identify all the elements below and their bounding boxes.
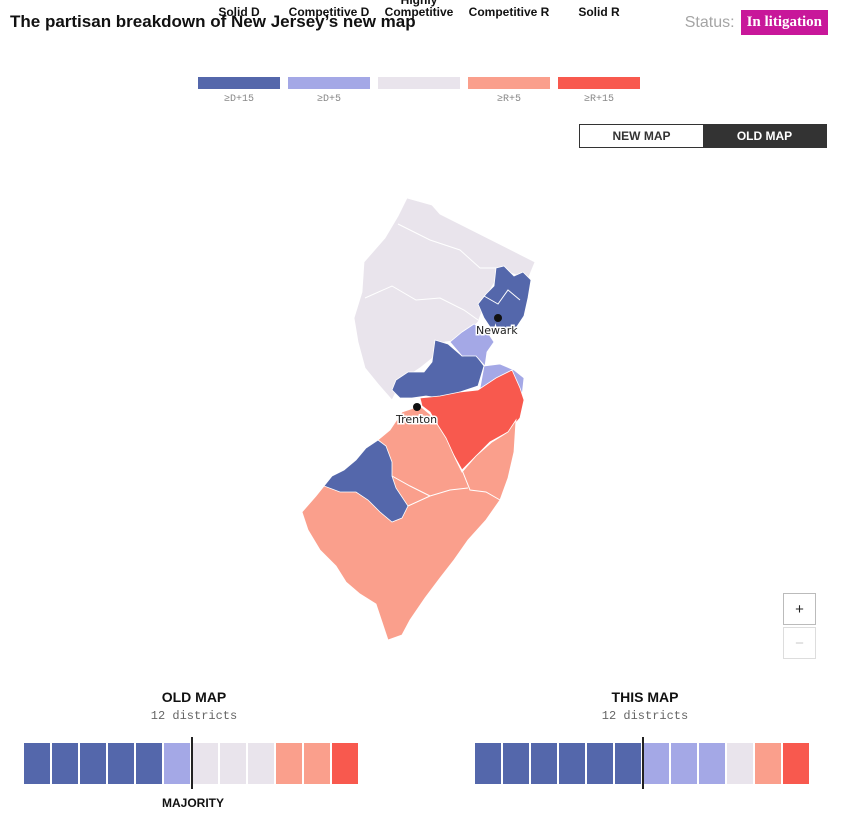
zoom-in-button[interactable]: + <box>783 593 816 625</box>
legend-swatch <box>198 77 280 89</box>
city-label-trenton: Trenton <box>395 413 437 426</box>
legend-note: ≥R+15 <box>583 94 614 105</box>
seat-solid-r <box>332 743 358 784</box>
legend-swatch <box>468 77 550 89</box>
seat-comp-d <box>643 743 669 784</box>
map-toggle: NEW MAP OLD MAP <box>579 124 827 148</box>
old-map-button[interactable]: OLD MAP <box>703 125 826 147</box>
this-map-majority-line <box>642 737 644 789</box>
status-label: Status: <box>684 13 735 31</box>
this-map-title: THIS MAP <box>611 689 679 705</box>
seat-solid-d <box>24 743 50 784</box>
legend-swatch <box>288 77 370 89</box>
legend-swatch <box>558 77 640 89</box>
legend-label: Highly Competitive <box>384 0 454 19</box>
legend-label: Competitive R <box>468 5 550 19</box>
seat-solid-r <box>783 743 809 784</box>
status: Status: In litigation <box>685 10 828 35</box>
legend-label: Competitive D <box>288 5 370 19</box>
legend-label: Solid R <box>578 5 620 19</box>
seat-highly <box>192 743 218 784</box>
district-central-comp-d[interactable] <box>449 323 495 367</box>
seat-solid-d <box>80 743 106 784</box>
old-map-majority-line <box>191 737 193 789</box>
legend-note: ≥R+5 <box>496 94 521 105</box>
district-borders <box>364 223 521 507</box>
new-map-button[interactable]: NEW MAP <box>580 125 703 147</box>
district-camden-area[interactable] <box>323 439 409 523</box>
this-map-subtitle: 12 districts <box>601 709 689 723</box>
majority-label: MAJORITY <box>162 796 225 810</box>
seat-highly <box>220 743 246 784</box>
seat-comp-d <box>164 743 190 784</box>
seat-solid-d <box>136 743 162 784</box>
seat-solid-d <box>531 743 557 784</box>
seat-solid-d <box>559 743 585 784</box>
old-map-seat-bar <box>24 743 358 784</box>
seat-comp-r <box>276 743 302 784</box>
seat-solid-d <box>475 743 501 784</box>
seat-solid-d <box>52 743 78 784</box>
city-marker-newark <box>494 314 502 322</box>
legend-label: Solid D <box>218 5 260 19</box>
seat-comp-r <box>755 743 781 784</box>
district-map: Newark Trenton <box>301 197 536 641</box>
seat-comp-d <box>671 743 697 784</box>
seat-comp-r <box>304 743 330 784</box>
legend-note: ≥D+15 <box>223 94 254 105</box>
this-map-seat-bar <box>475 743 809 784</box>
legend-note: ≥D+5 <box>316 94 341 105</box>
zoom-out-button[interactable]: − <box>783 627 816 659</box>
seat-solid-d <box>108 743 134 784</box>
status-badge: In litigation <box>740 10 828 35</box>
old-map-title: OLD MAP <box>161 689 227 705</box>
legend-swatch <box>378 77 460 89</box>
seat-solid-d <box>503 743 529 784</box>
seat-solid-d <box>615 743 641 784</box>
seat-solid-d <box>587 743 613 784</box>
district-newark-area[interactable] <box>477 265 532 336</box>
city-marker-trenton <box>413 403 421 411</box>
seat-comp-d <box>699 743 725 784</box>
city-label-newark: Newark <box>476 324 518 337</box>
seat-highly <box>727 743 753 784</box>
old-map-subtitle: 12 districts <box>150 709 238 723</box>
page-title: The partisan breakdown of New Jersey’s n… <box>10 12 416 31</box>
seat-highly <box>248 743 274 784</box>
